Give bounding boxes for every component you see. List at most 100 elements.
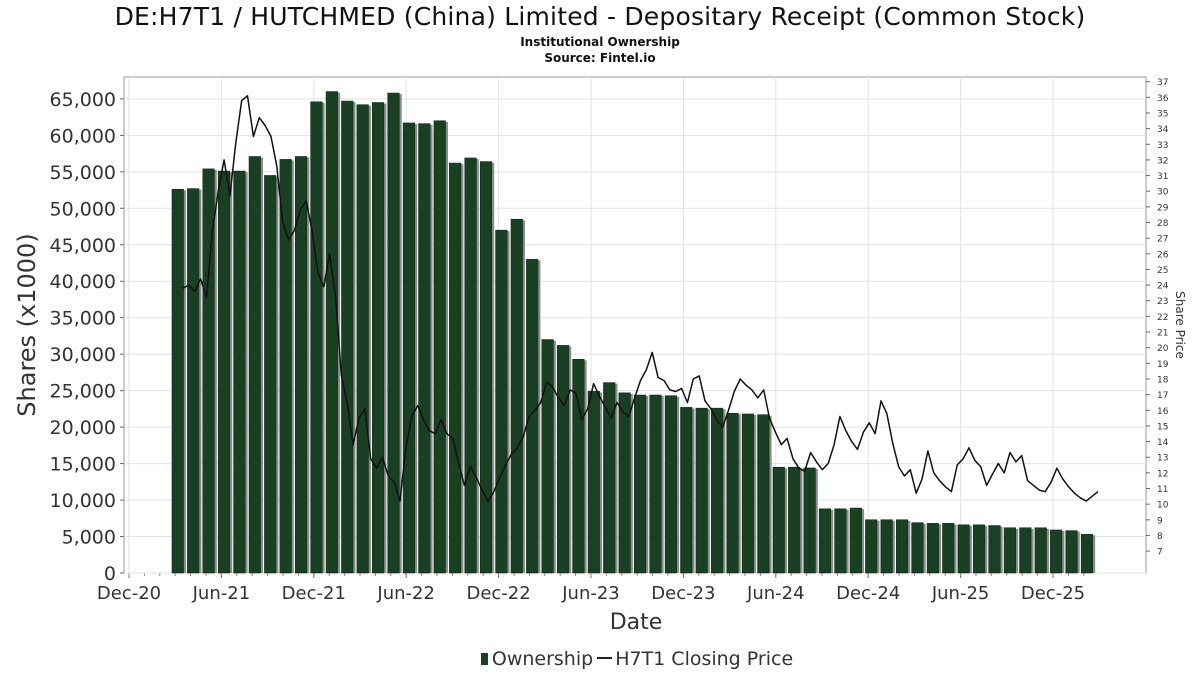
- y-axis-title: Shares (x1000): [13, 233, 41, 416]
- ownership-bar: [510, 218, 523, 574]
- y2-tick-label: 24: [1157, 282, 1169, 292]
- y-tick-label: 65,000: [50, 89, 116, 111]
- legend-item-price[interactable]: H7T1 Closing Price: [597, 648, 793, 670]
- ownership-bar: [341, 100, 354, 574]
- ownership-bar: [726, 412, 739, 574]
- x-tick-label: Dec-20: [97, 583, 161, 604]
- ownership-bar: [942, 523, 955, 574]
- y-tick-label: 0: [104, 563, 116, 585]
- y2-tick-label: 22: [1157, 313, 1168, 323]
- y-tick-label: 60,000: [50, 125, 116, 147]
- y-tick-label: 25,000: [50, 381, 116, 403]
- ownership-bar: [495, 229, 508, 574]
- ownership-bar: [618, 392, 631, 574]
- ownership-bar: [541, 339, 554, 574]
- ownership-bar: [479, 161, 493, 574]
- y2-tick-label: 27: [1157, 235, 1168, 245]
- x-tick-label: Jun-23: [561, 583, 620, 604]
- y-tick-label: 20,000: [50, 417, 116, 439]
- x-tick-label: Dec-23: [651, 583, 715, 604]
- ownership-bar: [895, 519, 909, 574]
- y-tick-label: 40,000: [50, 271, 116, 293]
- y-tick-label: 10,000: [50, 490, 116, 512]
- y-tick-label: 50,000: [50, 198, 116, 220]
- x-tick-label: Dec-25: [1021, 583, 1085, 604]
- y2-tick-label: 25: [1157, 266, 1168, 276]
- ownership-bar: [464, 157, 477, 574]
- ownership-bar: [402, 122, 415, 574]
- ownership-bar: [187, 188, 200, 574]
- x-tick-label: Jun-24: [746, 583, 805, 604]
- y2-tick-label: 12: [1157, 469, 1168, 479]
- legend-label-ownership: Ownership: [491, 648, 594, 670]
- y2-tick-label: 18: [1157, 375, 1169, 385]
- ownership-bar: [834, 508, 847, 574]
- legend-item-ownership[interactable]: Ownership: [480, 648, 594, 670]
- ownership-bar: [356, 104, 369, 574]
- ownership-bar: [418, 123, 431, 574]
- y-tick-label: 15,000: [50, 454, 116, 476]
- ownership-bar: [587, 391, 600, 574]
- ownership-bar: [310, 101, 323, 574]
- price-line-icon: [597, 657, 613, 659]
- ownership-bar: [633, 394, 647, 574]
- chart-area: Dec-20 Jun-21 Dec-21 Jun-22 Dec-22 Jun-23 Dec-…: [13, 76, 1187, 635]
- ownership-bar: [279, 159, 292, 574]
- ownership-bar: [1080, 534, 1093, 574]
- ownership-bar: [387, 92, 400, 574]
- ownership-bar: [526, 259, 539, 574]
- y2-tick-label: 15: [1157, 422, 1168, 432]
- y2-tick-label: 8: [1157, 532, 1163, 542]
- legend: Ownership H7T1 Closing Price: [0, 648, 1200, 670]
- y2-tick-label: 36: [1157, 94, 1169, 104]
- ownership-bar: [248, 156, 261, 574]
- chart-subtitle: Institutional Ownership: [520, 35, 680, 49]
- y2-tick-label: 17: [1157, 391, 1168, 401]
- ownership-bar: [649, 394, 662, 574]
- y2-tick-label: 29: [1157, 203, 1169, 213]
- y2-axis-title: Share Price: [1173, 291, 1187, 359]
- ownership-bar: [1019, 527, 1032, 574]
- ownership-bar: [1003, 527, 1016, 574]
- ownership-bar: [572, 358, 585, 574]
- ownership-bar: [988, 525, 1001, 574]
- y-tick-label: 45,000: [50, 235, 116, 257]
- y-tick-label: 35,000: [50, 308, 116, 330]
- y2-tick-label: 11: [1157, 485, 1168, 495]
- ownership-bar: [1065, 530, 1078, 574]
- y2-tick-label: 32: [1157, 156, 1168, 166]
- ownership-bar: [911, 522, 924, 574]
- ownership-bar: [695, 407, 708, 574]
- ownership-bar: [865, 519, 878, 574]
- y-tick-label: 5,000: [62, 527, 116, 549]
- ownership-bar: [217, 170, 231, 574]
- ownership-bar: [680, 407, 693, 574]
- ownership-swatch-icon: [480, 653, 488, 665]
- y2-tick-label: 30: [1157, 188, 1169, 198]
- ownership-bar: [1034, 527, 1047, 574]
- ownership-bar: [264, 175, 277, 574]
- chart-source: Source: Fintel.io: [544, 51, 656, 65]
- chart-title: DE:H7T1 / HUTCHMED (China) Limited - Dep…: [114, 2, 1086, 31]
- y2-tick-label: 13: [1157, 454, 1168, 464]
- y2-tick-label: 23: [1157, 297, 1168, 307]
- ownership-bar: [664, 395, 677, 574]
- x-tick-label: Jun-25: [931, 583, 990, 604]
- y2-tick-label: 9: [1157, 516, 1163, 526]
- ownership-bar: [803, 467, 816, 574]
- ownership-bar: [926, 523, 939, 574]
- y-tick-label: 30,000: [50, 344, 116, 366]
- ownership-bar: [171, 189, 184, 574]
- ownership-bar: [757, 414, 770, 574]
- x-tick-label: Dec-22: [466, 583, 530, 604]
- y2-tick-label: 20: [1157, 344, 1169, 354]
- y2-tick-label: 21: [1157, 329, 1168, 339]
- ownership-bar: [818, 508, 832, 574]
- x-axis-title: Date: [610, 610, 663, 635]
- y2-tick-label: 10: [1157, 501, 1169, 511]
- legend-label-price: H7T1 Closing Price: [615, 648, 794, 670]
- ownership-bar: [1050, 529, 1063, 574]
- y-tick-label: 55,000: [50, 162, 116, 184]
- ownership-bar: [880, 519, 893, 574]
- ownership-bar: [603, 382, 616, 574]
